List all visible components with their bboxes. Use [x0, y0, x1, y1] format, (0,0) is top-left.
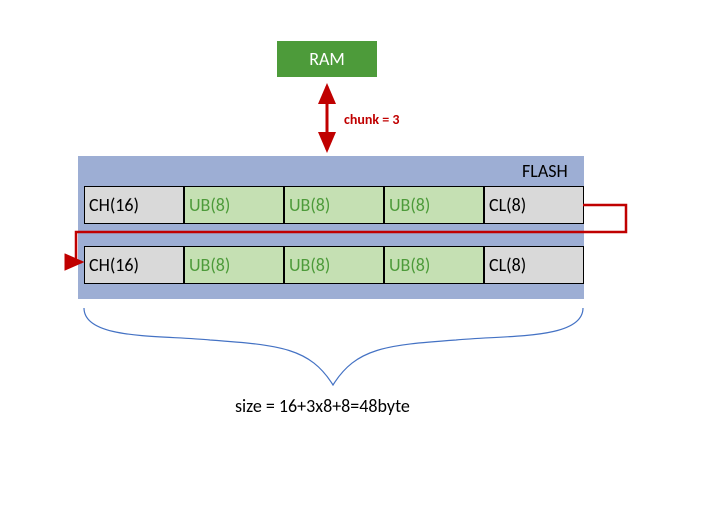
- memory-row-0: CH(16) UB(8) UB(8) UB(8) CL(8): [84, 186, 584, 224]
- cell-ub: UB(8): [284, 246, 384, 284]
- cell-ub: UB(8): [384, 246, 484, 284]
- cell-cl: CL(8): [484, 246, 584, 284]
- cell-ub: UB(8): [184, 186, 284, 224]
- cell-ub: UB(8): [384, 186, 484, 224]
- cell-ch: CH(16): [84, 186, 184, 224]
- cell-ub: UB(8): [284, 186, 384, 224]
- ram-box: RAM: [277, 41, 377, 77]
- cell-ub: UB(8): [184, 246, 284, 284]
- cell-ch: CH(16): [84, 246, 184, 284]
- chunk-label: chunk = 3: [344, 111, 400, 128]
- size-label: size = 16+3x8+8=48byte: [235, 395, 410, 417]
- memory-row-1: CH(16) UB(8) UB(8) UB(8) CL(8): [84, 246, 584, 284]
- flash-label: FLASH: [522, 160, 568, 182]
- cell-cl: CL(8): [484, 186, 584, 224]
